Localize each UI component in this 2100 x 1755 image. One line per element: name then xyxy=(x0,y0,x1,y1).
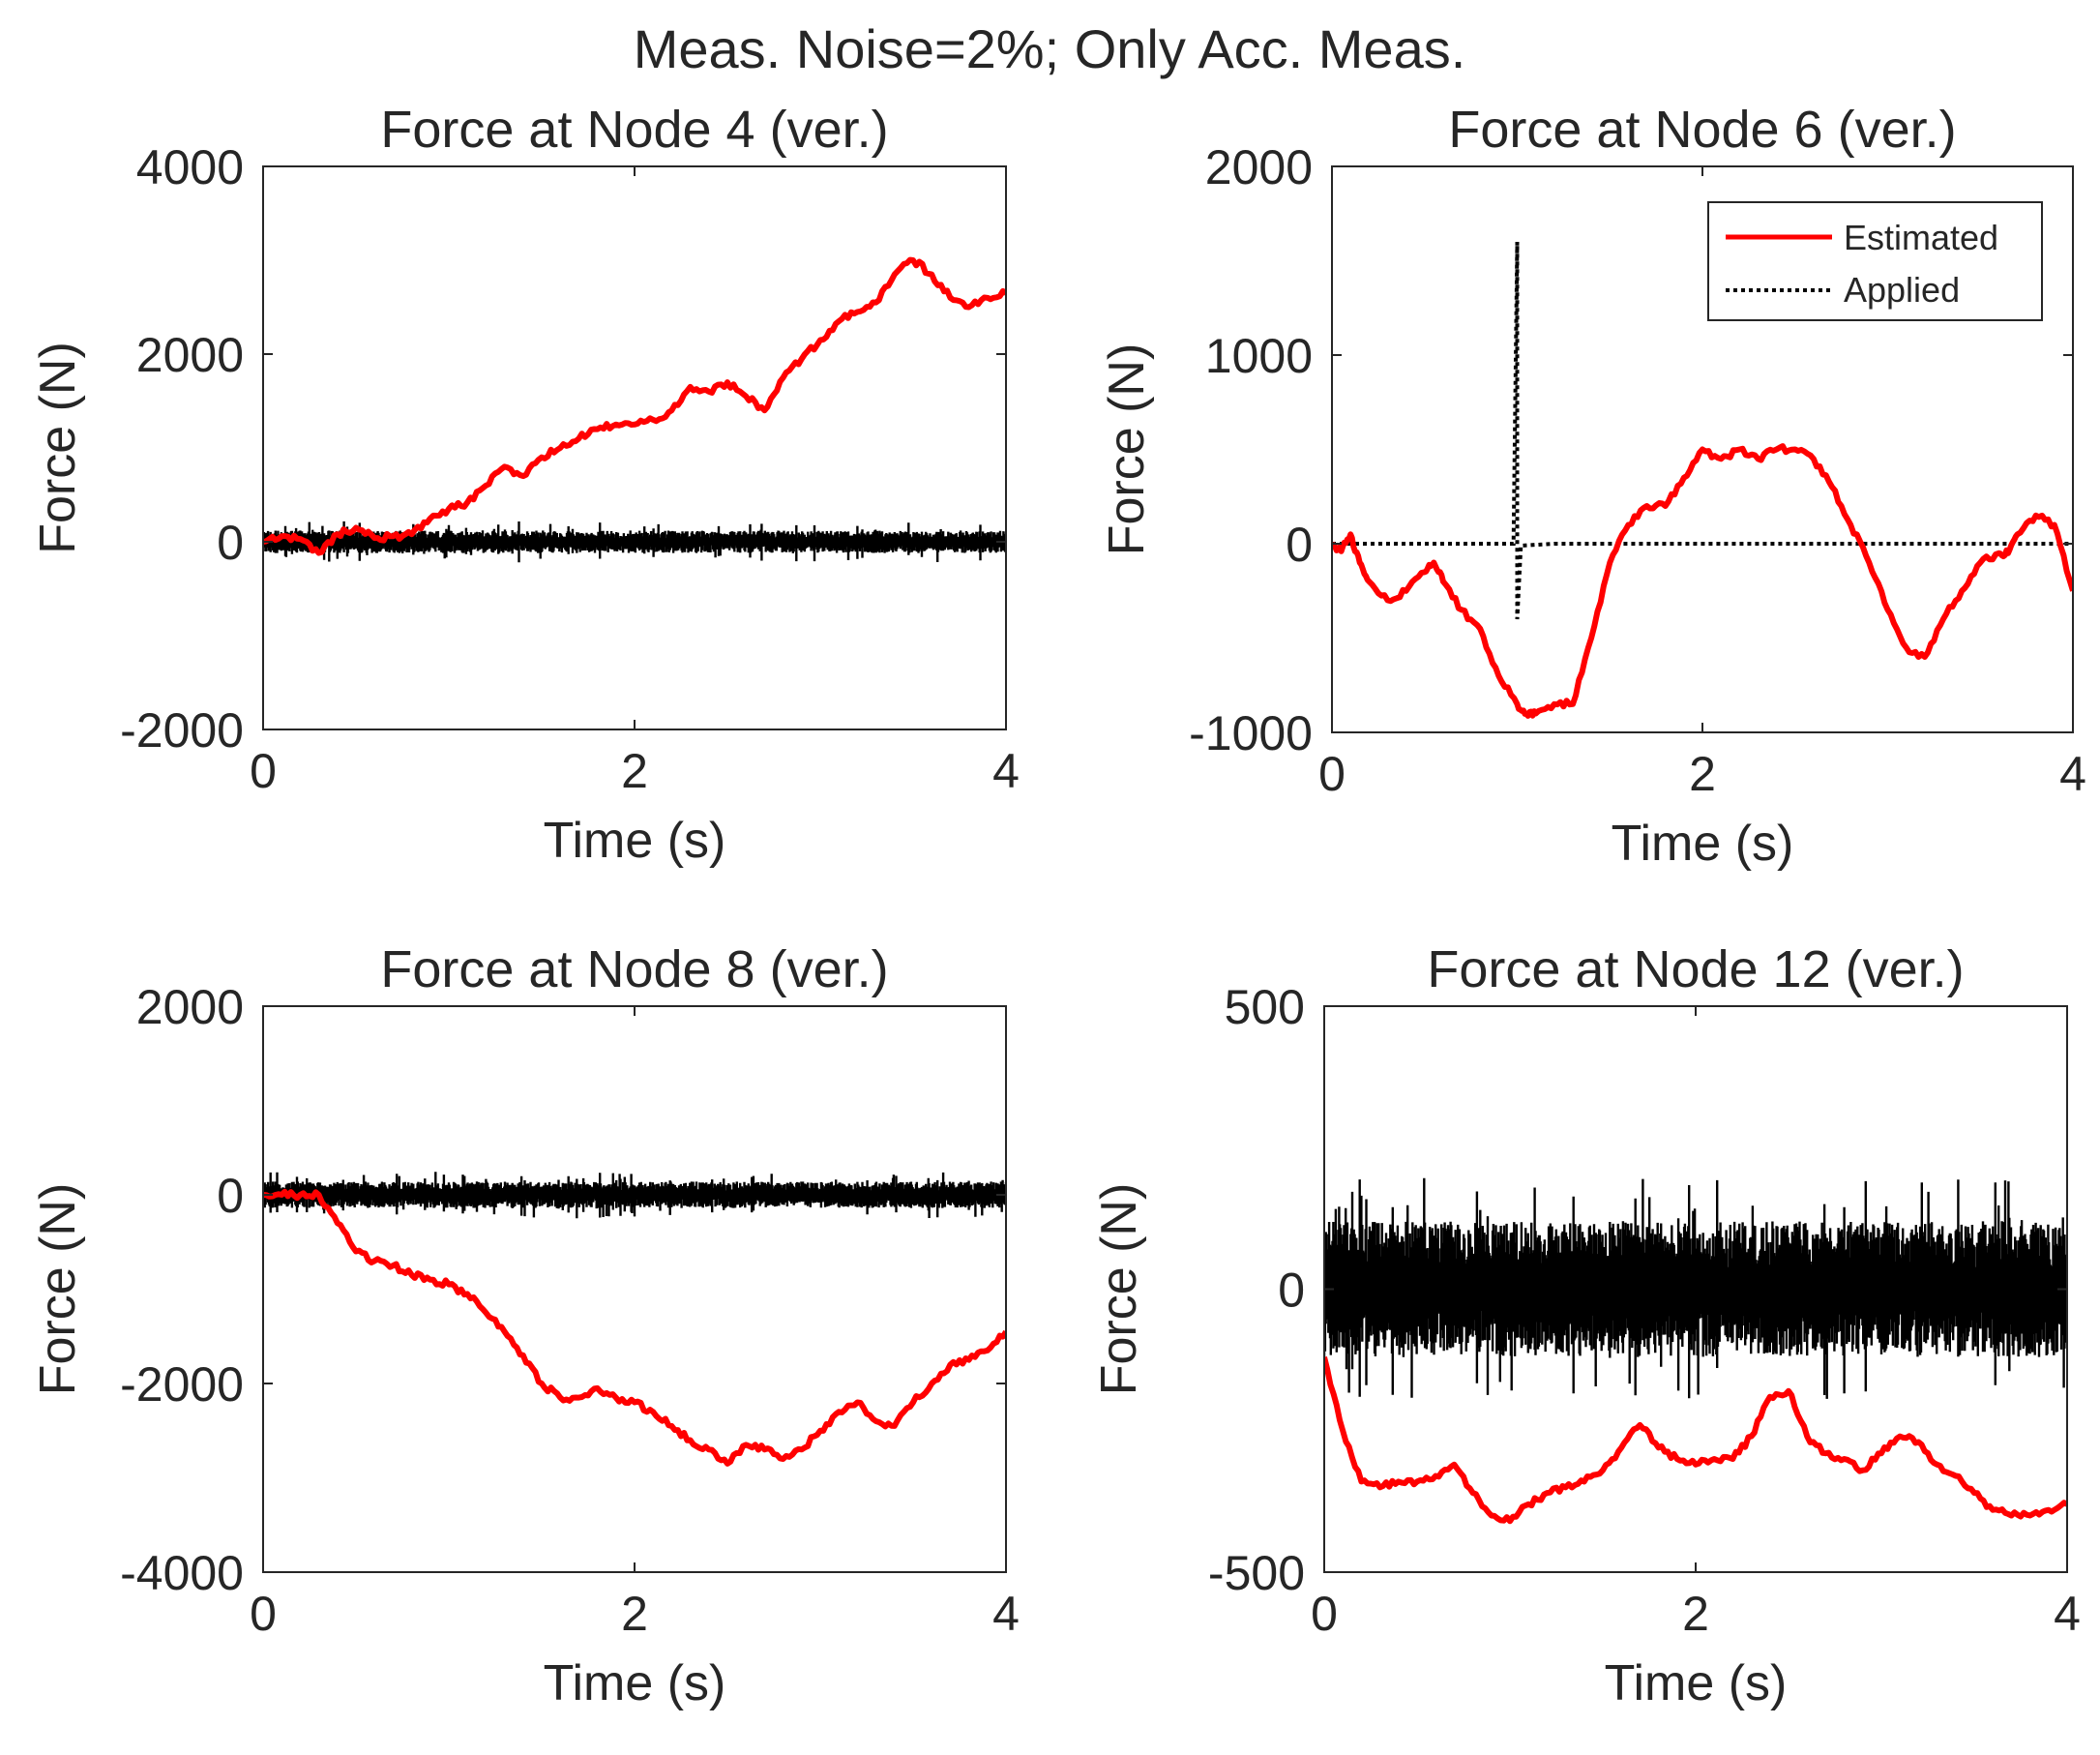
y-tick-label: 0 xyxy=(1286,518,1313,572)
x-axis-label: Time (s) xyxy=(544,1655,726,1711)
x-axis-label: Time (s) xyxy=(1605,1655,1788,1711)
x-tick-label: 4 xyxy=(992,744,1020,798)
x-tick-label: 2 xyxy=(1689,747,1716,801)
x-tick-label: 4 xyxy=(2054,1587,2081,1641)
panel-title: Force at Node 4 (ver.) xyxy=(380,101,888,159)
estimated-series xyxy=(1324,1355,2067,1525)
x-tick-label: 4 xyxy=(992,1587,1020,1641)
data-layer xyxy=(263,256,1006,563)
legend-label-applied: Applied xyxy=(1844,270,1960,310)
legend: Estimated Applied xyxy=(1707,201,2043,321)
x-tick-label: 2 xyxy=(621,744,648,798)
plot-area xyxy=(263,1006,1006,1572)
x-axis-label: Time (s) xyxy=(1612,816,1794,872)
y-tick-label: 0 xyxy=(217,516,244,570)
y-tick-label: -500 xyxy=(1208,1546,1305,1600)
plot-area xyxy=(263,166,1006,729)
y-tick-label: 2000 xyxy=(136,328,244,382)
x-tick-label: 2 xyxy=(1682,1587,1709,1641)
data-layer xyxy=(263,1172,1006,1467)
data-layer xyxy=(1332,241,2073,719)
x-axis-label: Time (s) xyxy=(544,813,726,869)
y-tick-label: 0 xyxy=(217,1169,244,1223)
y-tick-label: -2000 xyxy=(120,703,244,758)
legend-label-estimated: Estimated xyxy=(1844,218,1998,257)
applied-series xyxy=(263,1172,1006,1219)
y-tick-label: 2000 xyxy=(1205,140,1313,194)
x-tick-label: 4 xyxy=(2059,747,2086,801)
x-tick-label: 0 xyxy=(250,744,277,798)
panel-title: Force at Node 8 (ver.) xyxy=(380,940,888,998)
applied-series xyxy=(263,521,1006,563)
legend-box xyxy=(1707,201,2043,321)
applied-series xyxy=(1332,241,2073,620)
estimated-series xyxy=(1332,443,2073,719)
panel-title: Force at Node 6 (ver.) xyxy=(1448,101,1956,159)
y-tick-label: 2000 xyxy=(136,980,244,1034)
y-tick-label: 4000 xyxy=(136,140,244,194)
panel-title: Force at Node 12 (ver.) xyxy=(1427,940,1964,998)
x-tick-label: 0 xyxy=(1311,1587,1338,1641)
y-tick-label: -1000 xyxy=(1189,706,1313,760)
y-tick-label: -4000 xyxy=(120,1546,244,1600)
x-tick-label: 0 xyxy=(1318,747,1346,801)
x-tick-label: 0 xyxy=(250,1587,277,1641)
estimated-series xyxy=(263,1188,1006,1467)
y-tick-label: 0 xyxy=(1278,1264,1305,1318)
data-layer xyxy=(1324,1177,2067,1525)
y-tick-label: 1000 xyxy=(1205,329,1313,383)
y-tick-label: 500 xyxy=(1225,980,1305,1034)
y-axis-label: Force (N) xyxy=(30,342,86,554)
figure-title: Meas. Noise=2%; Only Acc. Meas. xyxy=(634,18,1466,79)
x-tick-label: 2 xyxy=(621,1587,648,1641)
panel-3: 0 2 4 -4000 -2000 0 2000 Force at Node 8 (ver.)… xyxy=(30,940,1020,1711)
y-axis-label: Force (N) xyxy=(1091,1183,1147,1396)
estimated-series xyxy=(263,256,1006,556)
y-axis-label: Force (N) xyxy=(30,1183,86,1396)
y-tick-label: -2000 xyxy=(120,1357,244,1412)
applied-series xyxy=(1324,1177,2067,1399)
y-axis-label: Force (N) xyxy=(1099,343,1155,556)
